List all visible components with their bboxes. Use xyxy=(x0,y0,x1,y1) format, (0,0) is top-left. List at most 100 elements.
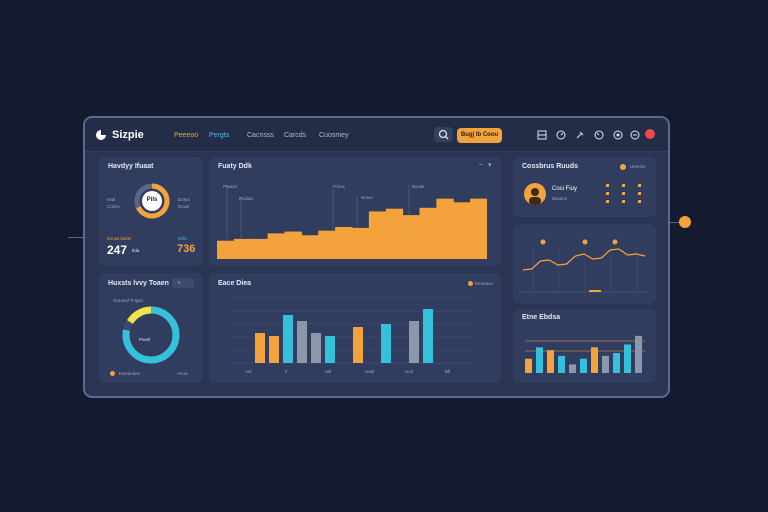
profile-status-dot xyxy=(620,164,626,170)
area-segment xyxy=(217,240,235,259)
area-segment xyxy=(301,235,319,259)
area-chart xyxy=(217,185,487,259)
stats-value-left-unit: Ilda xyxy=(132,248,140,253)
line-card xyxy=(513,224,656,304)
bar-x-label: Aal xyxy=(245,369,252,374)
chat-icon[interactable] xyxy=(613,130,623,140)
bar-chart: Aal Ir UB Uaal Uoil Bfl xyxy=(227,297,477,374)
area-marker-3: Ficos xyxy=(334,184,345,189)
ring-menu-button[interactable]: ▾ xyxy=(172,278,194,288)
nav-item-1[interactable]: Peeeoo xyxy=(174,132,199,139)
bar xyxy=(325,336,335,363)
area-marker-4: Nosor xyxy=(361,195,374,200)
stats-legend-2: Cokes xyxy=(107,204,120,209)
gauge-icon[interactable] xyxy=(594,130,604,140)
small-bars-title: Etne Ebdsa xyxy=(522,314,561,321)
ring-legend-2: Anoa xyxy=(177,371,188,376)
collapse-icon[interactable]: – xyxy=(479,161,483,168)
area-segment xyxy=(233,238,252,259)
bar xyxy=(269,336,279,363)
area-marker-5: Bocak xyxy=(412,184,425,189)
bar-x-label: Bfl xyxy=(445,369,450,374)
area-segment xyxy=(470,198,487,259)
profile-card: Cossbrus Ruuds Ueeclet Cosi Fiuy Bsados xyxy=(513,157,656,217)
stats-legend-4: Dcusl xyxy=(178,204,190,209)
small-bar xyxy=(624,344,631,373)
stats-value-left: 247 xyxy=(107,243,128,257)
small-bar xyxy=(591,347,598,373)
profile-mini-markers xyxy=(606,184,641,203)
line-series xyxy=(522,248,646,271)
area-segment xyxy=(436,198,454,259)
small-bar xyxy=(536,347,543,373)
logo-icon xyxy=(95,129,107,141)
bar xyxy=(255,333,265,363)
stats-title: Havdyy Ifuaat xyxy=(108,163,154,170)
connector-left xyxy=(68,237,84,238)
area-card: Fuaty Ddk – ▾ Paaurs Pcaluls Ficos Nosor… xyxy=(209,157,501,266)
ring-legend-dot xyxy=(110,371,115,376)
small-bar-chart xyxy=(525,335,645,373)
stats-value-right: 736 xyxy=(177,243,196,255)
area-segment xyxy=(335,227,353,259)
line-accent xyxy=(589,290,601,292)
bars-card: Eace Diea Eennaon Aal Ir UB Uaal Uoil Bfl xyxy=(209,273,501,383)
area-segment xyxy=(402,215,420,259)
small-bar xyxy=(547,350,554,373)
area-segment xyxy=(352,227,370,259)
bar xyxy=(283,315,293,363)
nav-item-2[interactable]: Pergts xyxy=(209,132,230,139)
connector-right xyxy=(667,222,681,223)
area-segment xyxy=(453,202,471,259)
pin-icon[interactable] xyxy=(575,130,585,140)
notification-avatar[interactable] xyxy=(645,129,655,139)
area-segment xyxy=(267,233,285,259)
cta-button[interactable]: Bugj Ib Coou xyxy=(457,128,502,143)
line-marker xyxy=(540,239,546,245)
bar xyxy=(423,309,433,363)
line-marker xyxy=(612,239,618,245)
ring-title: Huxsts lvvy Toaen xyxy=(108,280,169,287)
bars-legend-dot xyxy=(468,281,473,286)
nav-item-3[interactable]: Cacnsss xyxy=(247,132,274,139)
ring-caption: Guroaof Poges xyxy=(113,298,144,303)
grid-icon[interactable] xyxy=(537,130,547,140)
bar-x-label: Uaal xyxy=(365,369,374,374)
bar-x-label: Ir xyxy=(285,369,288,374)
profile-name: Cosi Fiuy xyxy=(552,186,578,192)
stats-legend-3: Dotus xyxy=(178,197,190,202)
small-bar xyxy=(558,355,565,373)
avatar[interactable] xyxy=(524,183,546,205)
search-button[interactable] xyxy=(434,127,453,142)
small-bar xyxy=(635,335,642,373)
area-segment xyxy=(368,211,387,259)
bar xyxy=(409,321,419,363)
nav-item-5[interactable]: Cuosmey xyxy=(319,132,349,139)
user-icon[interactable] xyxy=(630,130,640,140)
stats-donut xyxy=(134,183,170,219)
area-segment xyxy=(318,230,336,259)
stats-caption: Exuss bdsnr xyxy=(107,236,132,241)
clock-icon[interactable] xyxy=(556,130,566,140)
search-icon xyxy=(438,129,449,140)
small-bar xyxy=(602,355,609,373)
stats-legend-1: Ivtal xyxy=(107,197,116,202)
bar-x-label: Uoil xyxy=(405,369,413,374)
nav-item-4[interactable]: Carcds xyxy=(284,132,307,139)
small-bar xyxy=(525,358,532,373)
line-chart xyxy=(519,239,649,293)
expand-icon[interactable]: ▾ xyxy=(488,162,492,169)
stats-card: Havdyy Ifuaat Ivtal Cokes Dotus Dcusl Pi… xyxy=(99,157,203,266)
small-bar xyxy=(569,364,576,373)
area-segment xyxy=(385,208,404,259)
area-marker-2: Pcaluls xyxy=(239,196,254,201)
ring-card: Huxsts lvvy Toaen ▾ Guroaof Poges Pxeel … xyxy=(99,273,203,383)
connector-dot[interactable] xyxy=(679,216,691,228)
bar xyxy=(297,321,307,363)
area-title: Fuaty Ddk xyxy=(218,163,252,170)
bars-title: Eace Diea xyxy=(218,280,252,287)
area-marker-1: Paaurs xyxy=(223,184,238,189)
ring-chart xyxy=(122,306,180,364)
profile-badge[interactable]: Ueeclet xyxy=(630,164,646,169)
small-bars-card: Etne Ebdsa xyxy=(513,309,656,383)
